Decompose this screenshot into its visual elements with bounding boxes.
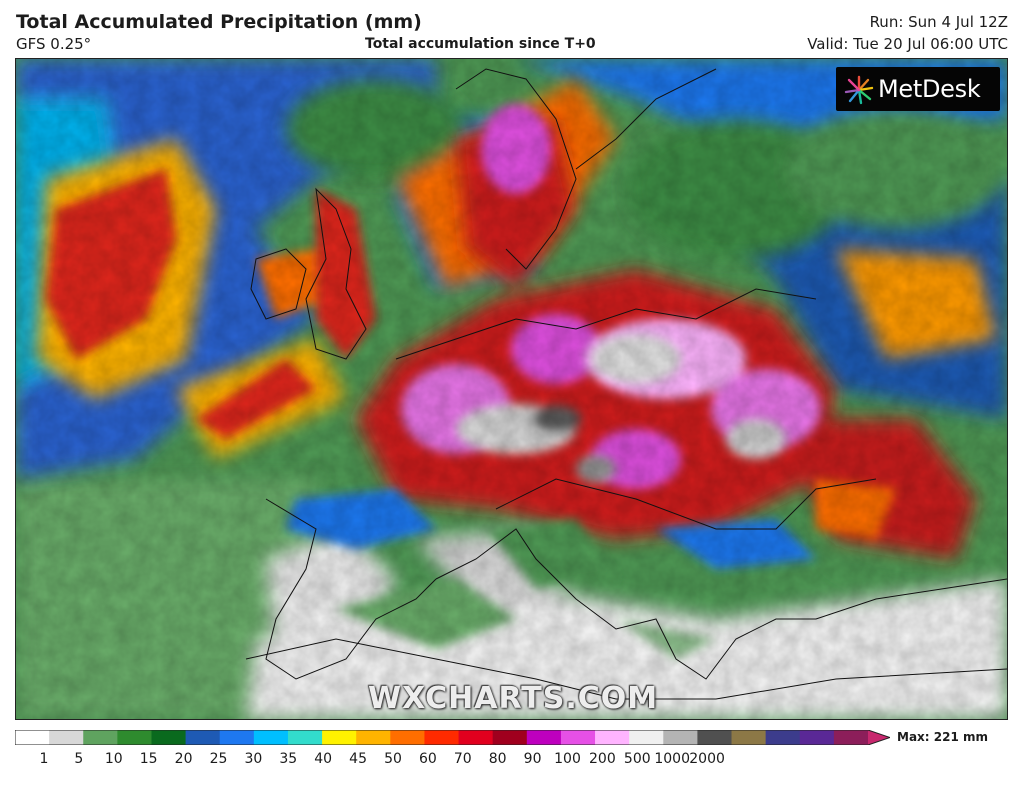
valid-time: Valid: Tue 20 Jul 06:00 UTC	[807, 35, 1008, 53]
brand-name: MetDesk	[878, 75, 981, 103]
legend-swatch	[253, 730, 289, 745]
legend-swatch	[49, 730, 84, 745]
legend-swatch	[219, 730, 255, 745]
legend-tick-label: 20	[174, 751, 193, 767]
legend-swatch	[765, 730, 801, 745]
legend-tick-label: 30	[244, 751, 263, 767]
legend-tick-label: 40	[314, 751, 333, 767]
chart-subtitle: Total accumulation since T+0	[365, 36, 596, 52]
legend-swatch	[731, 730, 767, 745]
legend-swatch	[492, 730, 528, 745]
legend-tick-label: 80	[488, 751, 507, 767]
coastlines	[245, 68, 1007, 700]
legend-swatch	[390, 730, 426, 745]
legend-tick-label: 1	[39, 751, 49, 767]
legend-swatch	[458, 730, 494, 745]
map-raster	[16, 59, 1007, 719]
legend-tick-label: 500	[623, 751, 651, 767]
legend-swatch	[15, 730, 50, 745]
legend-swatch	[287, 730, 323, 745]
legend-swatch	[663, 730, 698, 745]
texture-overlay	[16, 59, 1007, 719]
legend-swatch	[356, 730, 391, 745]
legend-tick-label: 5	[74, 751, 84, 767]
legend-swatch	[629, 730, 664, 745]
legend-tick-label: 200	[589, 751, 616, 767]
legend-swatch	[117, 730, 153, 745]
legend-tick-label: 45	[349, 751, 368, 767]
legend-swatch	[833, 730, 869, 745]
legend-tick-label: 70	[453, 751, 472, 767]
starburst-logo-icon	[844, 75, 874, 105]
legend-tick-label: 35	[279, 751, 298, 767]
legend-tick-label: 2000	[689, 751, 725, 767]
metdesk-logo: MetDesk	[836, 67, 1000, 111]
legend-swatch	[526, 730, 562, 745]
legend-ticks: 1 5 10 15 20 25 30 35 40 45 50 60 70 80 90 100 200 500 100…	[15, 750, 875, 770]
chart-header: Total Accumulated Precipitation (mm) GFS…	[0, 0, 1024, 58]
legend-swatch	[185, 730, 221, 745]
legend-tick-label: 25	[209, 751, 228, 767]
legend-tick-label: 60	[418, 751, 437, 767]
legend-tick-label: 15	[139, 751, 158, 767]
legend-swatch	[322, 730, 357, 745]
run-time: Run: Sun 4 Jul 12Z	[869, 13, 1008, 31]
chart-title: Total Accumulated Precipitation (mm)	[16, 11, 422, 33]
legend-swatch	[560, 730, 596, 745]
legend-max-arrow	[868, 730, 890, 745]
color-legend-bar	[15, 730, 890, 745]
legend-swatch	[595, 730, 630, 745]
legend-swatch	[424, 730, 460, 745]
watermark: WXCHARTS.COM	[368, 681, 659, 716]
precipitation-map: MetDesk WXCHARTS.COM	[15, 58, 1008, 720]
legend-swatch	[83, 730, 118, 745]
legend-tick-label: 90	[523, 751, 542, 767]
legend-swatch	[697, 730, 733, 745]
legend-tick-label: 50	[384, 751, 402, 767]
legend-swatch	[799, 730, 835, 745]
legend-tick-label: 100	[554, 751, 581, 767]
legend-tick-label: 10	[104, 751, 123, 767]
max-value-label: Max: 221 mm	[897, 730, 988, 744]
legend-tick-label: 1000	[654, 751, 691, 767]
legend-swatch	[151, 730, 187, 745]
model-label: GFS 0.25°	[16, 35, 92, 53]
